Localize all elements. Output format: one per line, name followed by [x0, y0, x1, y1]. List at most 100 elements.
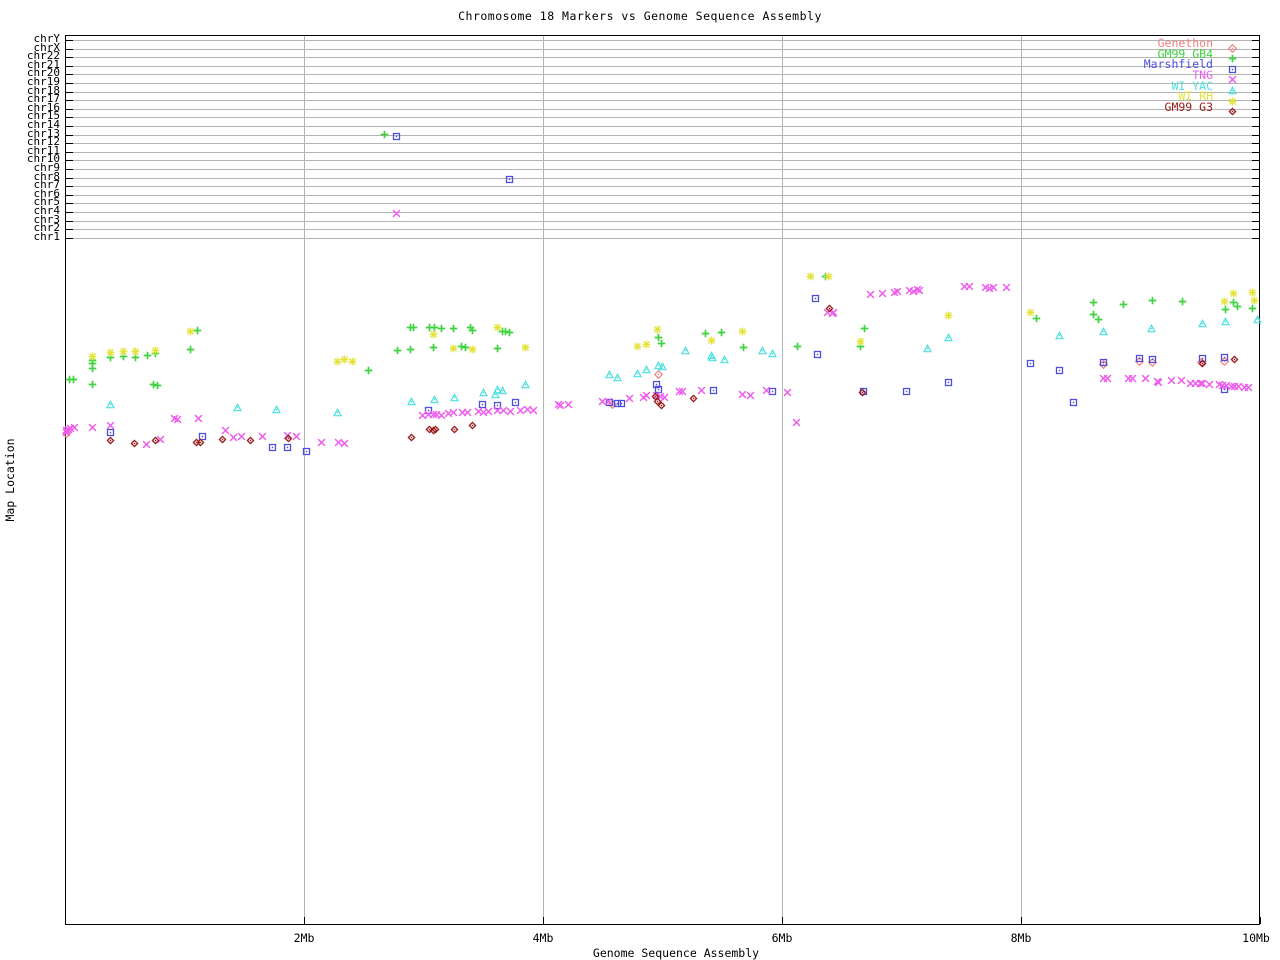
data-point — [437, 318, 446, 332]
data-point — [153, 375, 162, 389]
data-point — [944, 372, 953, 386]
chromosome-gridline — [66, 134, 1259, 136]
chromosome-tick-left — [66, 143, 73, 145]
x-tick — [543, 917, 544, 924]
legend-marker-icon — [1227, 38, 1237, 53]
chromosome-gridline — [66, 40, 1259, 41]
chromosome-gridline — [66, 229, 1259, 231]
data-point — [653, 319, 662, 333]
data-point — [170, 408, 179, 422]
data-point — [689, 388, 698, 403]
data-point — [612, 367, 622, 381]
data-point — [746, 385, 755, 399]
data-point — [407, 427, 416, 442]
data-point — [1119, 294, 1128, 308]
data-point — [1196, 373, 1205, 387]
chromosome-tick-left — [66, 57, 73, 59]
chromosome-tick-right — [1252, 186, 1259, 188]
data-point — [762, 380, 771, 394]
data-point — [825, 298, 834, 313]
x-tick — [1260, 917, 1261, 924]
data-point — [1250, 290, 1259, 304]
data-point — [697, 380, 706, 394]
data-point — [989, 277, 998, 291]
data-point — [783, 382, 792, 396]
data-point — [965, 276, 974, 290]
data-point — [708, 347, 718, 361]
data-point — [106, 342, 115, 356]
x-tick-label: 6Mb — [771, 931, 793, 945]
data-point — [258, 426, 267, 440]
data-point — [653, 391, 662, 406]
x-tick — [782, 917, 783, 924]
x-gridline — [304, 36, 305, 924]
data-point — [493, 317, 502, 331]
data-point — [654, 379, 663, 393]
data-point — [913, 279, 922, 293]
data-point — [824, 266, 833, 280]
data-point — [1146, 318, 1156, 332]
data-point — [709, 380, 718, 394]
data-point — [88, 417, 97, 431]
data-point — [429, 389, 439, 403]
data-point — [1229, 292, 1238, 306]
data-point — [334, 432, 343, 446]
data-point — [651, 386, 660, 401]
chromosome-label: chr19 — [26, 75, 60, 88]
data-point — [333, 351, 342, 365]
data-point — [105, 394, 115, 408]
data-point — [463, 402, 472, 416]
chromosome-tick-left — [66, 126, 73, 127]
data-point — [1234, 376, 1243, 390]
chromosome-tick-left — [66, 117, 73, 119]
chromosome-tick-right — [1252, 74, 1259, 76]
data-point — [1069, 392, 1078, 406]
data-point — [450, 419, 459, 434]
chromosome-tick-left — [66, 40, 73, 41]
chromosome-tick-right — [1252, 237, 1259, 239]
data-point — [499, 400, 508, 414]
chromosome-tick-left — [66, 220, 73, 222]
data-point — [493, 379, 503, 393]
legend-label: Marshfield — [1143, 57, 1213, 72]
data-point — [529, 400, 538, 414]
chromosome-gridline — [66, 57, 1259, 59]
x-tick-label: 2Mb — [293, 931, 315, 945]
chromosome-label: chr1 — [33, 229, 61, 243]
legend-marker-icon — [1228, 59, 1237, 73]
chromosome-gridline — [66, 108, 1259, 110]
chromosome-label: chr18 — [26, 83, 60, 97]
x-tick-label: 8Mb — [1010, 931, 1032, 945]
chromosome-tick-right — [1252, 126, 1259, 127]
x-tick — [304, 917, 305, 924]
data-point — [1220, 311, 1230, 325]
data-point — [221, 420, 230, 434]
y-axis-label: Map Location — [3, 438, 17, 522]
data-point — [1026, 302, 1035, 316]
data-point — [246, 430, 255, 445]
data-point — [1135, 348, 1144, 362]
chromosome-gridline — [66, 160, 1259, 162]
chromosome-tick-left — [66, 229, 73, 231]
data-point — [149, 374, 158, 388]
chromosome-gridline — [66, 126, 1259, 127]
data-point — [657, 356, 668, 370]
data-point — [642, 359, 652, 373]
chromosome-gridline — [66, 203, 1259, 205]
data-point — [1098, 321, 1108, 335]
chromosome-label: chrY — [33, 32, 61, 45]
data-point — [944, 305, 953, 319]
x-gridline — [1021, 36, 1022, 924]
chromosome-tick-left — [66, 83, 73, 84]
data-point — [660, 387, 669, 401]
data-point — [468, 415, 477, 430]
data-point — [340, 433, 349, 447]
data-point — [198, 426, 207, 440]
data-point — [317, 432, 326, 446]
data-point — [64, 419, 73, 433]
chromosome-tick-right — [1252, 134, 1259, 136]
data-point — [758, 340, 768, 354]
data-point — [1167, 370, 1176, 384]
chromosome-gridline — [66, 117, 1259, 119]
